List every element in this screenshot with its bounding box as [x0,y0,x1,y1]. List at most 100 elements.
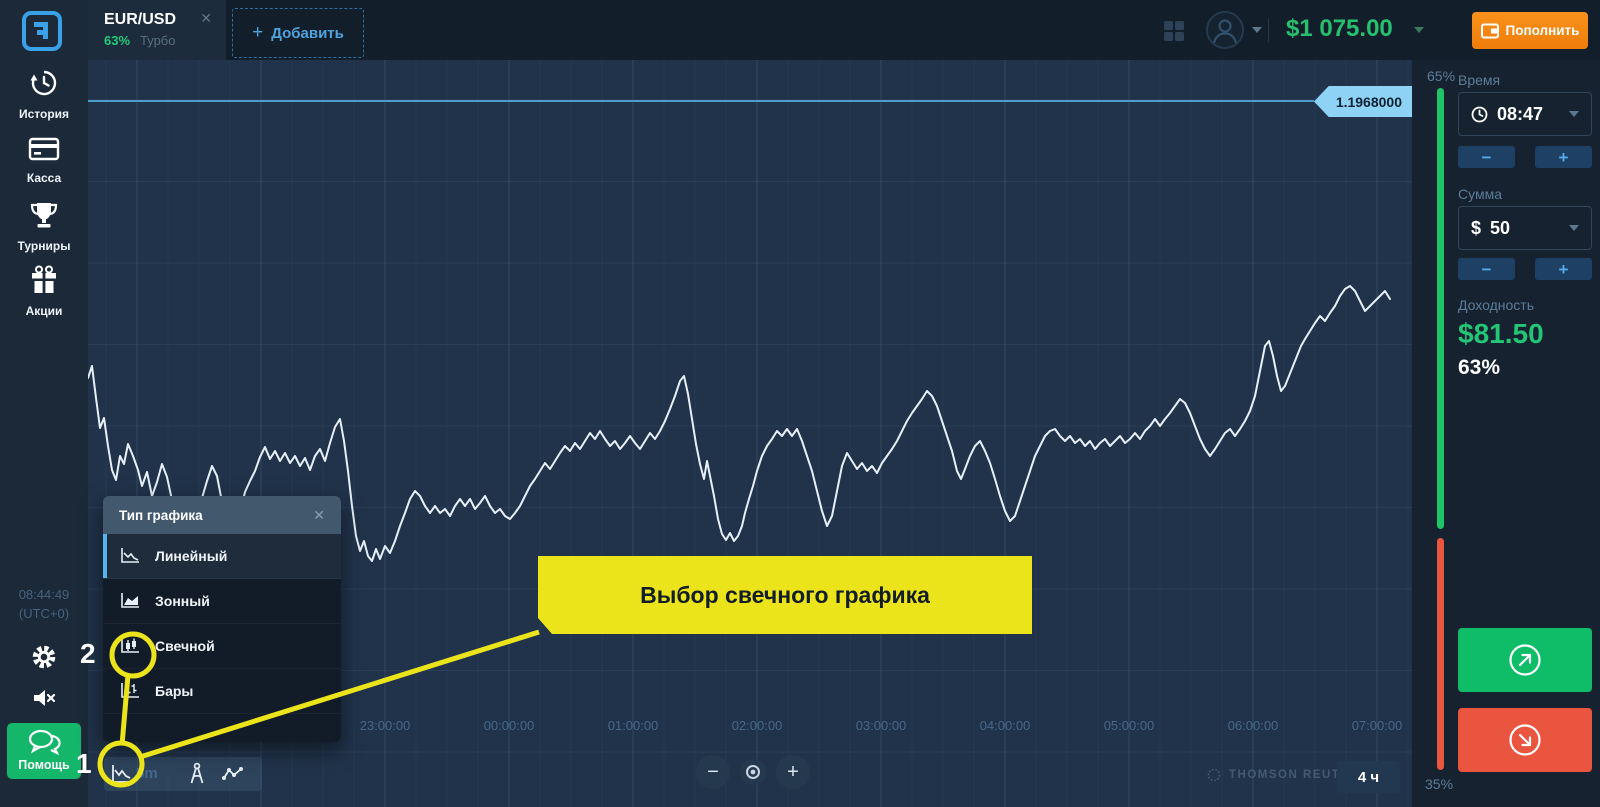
current-price-tag: 1.1968000 [1314,86,1412,117]
topbar-divider [1268,18,1269,42]
person-icon [1212,19,1238,44]
time-axis-label: 01:00:00 [607,718,659,733]
drawing-tools-icon[interactable] [188,762,206,790]
buy-down-button[interactable] [1458,708,1592,772]
chart-type-label: Зонный [155,593,210,609]
chevron-down-icon [1569,225,1579,231]
amount-field-label: Сумма [1458,186,1502,202]
chart-type-option-area[interactable]: Зонный [103,579,341,624]
gear-icon [32,645,56,669]
candlestick-chart-icon [121,638,139,653]
deposit-button[interactable]: Пополнить [1472,12,1588,49]
zoom-out-button[interactable]: − [696,755,730,789]
sidebar-item-tournaments[interactable]: Турниры [0,200,88,253]
zoom-reset-button[interactable] [740,759,766,785]
app-logo[interactable] [21,10,63,52]
amount-decrease-button[interactable]: − [1458,258,1515,280]
plus-icon: + [252,22,264,43]
thomson-reuters-watermark: THOMSON REUTERS [1207,768,1368,782]
add-asset-button[interactable]: + Добавить [232,8,364,58]
chart-type-option-candles[interactable]: Свечной [103,624,341,669]
current-price-value: 1.1968000 [1335,93,1402,110]
time-axis-label: 06:00:00 [1227,718,1279,733]
chart-type-popup: Тип графика ✕ Линейный Зонный [103,496,341,742]
mute-icon [34,690,56,706]
sentiment-gauge-up [1437,88,1444,529]
clock-time: 08:44:49 [18,587,70,602]
chart-type-option-line[interactable]: Линейный [103,534,341,579]
settings-button[interactable] [0,643,88,676]
chart-type-button[interactable] [110,763,134,790]
time-axis-label: 05:00:00 [1103,718,1155,733]
clock-icon [1471,106,1488,122]
time-axis-label: 07:00:00 [1351,718,1403,733]
wallet-icon [1480,23,1499,38]
apps-grid-icon[interactable] [1163,20,1185,42]
avatar-caret-icon[interactable] [1252,27,1262,33]
help-label: Помощь [18,758,70,772]
time-axis-label: 03:00:00 [855,718,907,733]
time-decrease-button[interactable]: − [1458,146,1515,168]
gift-icon [32,265,56,293]
sidebar-item-label: История [18,107,70,121]
tutorial-callout: Выбор свечного графика [538,556,1032,634]
amount-increase-button[interactable]: + [1535,258,1592,280]
history-icon [30,70,57,96]
sidebar-item-label: Турниры [17,239,71,253]
time-axis-label: 00:00:00 [483,718,535,733]
trade-panel: 65% 35% Время 08:47 − + Сумма $ 50 − + Д… [1412,60,1600,807]
time-axis-label: 02:00:00 [731,718,783,733]
trophy-icon [30,203,58,228]
payout-amount: $81.50 [1458,318,1544,349]
help-button[interactable]: Помощь [7,723,81,779]
time-increase-button[interactable]: + [1535,146,1592,168]
expiry-time-value: 08:47 [1497,103,1544,124]
amount-value: 50 [1490,217,1511,238]
payout-label: Доходность [1458,297,1534,313]
popup-title: Тип графика [119,507,203,523]
buy-up-button[interactable] [1458,628,1592,692]
line-chart-icon [121,548,139,563]
reuters-logo-icon [1207,768,1221,782]
chart-type-label: Бары [155,683,194,699]
candle-interval-button[interactable]: 4 ч [1337,761,1400,793]
server-clock: 08:44:49 (UTC+0) [0,585,88,623]
deposit-label: Пополнить [1505,23,1580,38]
sidebar-item-cashier[interactable]: Касса [0,136,88,185]
sentiment-gauge-down [1437,538,1444,770]
asset-symbol: EUR/USD [104,11,177,28]
avatar[interactable] [1206,11,1244,49]
area-chart-icon [121,593,139,608]
chat-icon [28,729,61,756]
indicators-icon[interactable] [222,766,244,786]
zoom-in-button[interactable]: + [776,755,810,789]
time-axis-label: 04:00:00 [979,718,1031,733]
tutorial-step-1: 1 [76,748,92,779]
mute-button[interactable] [0,688,88,713]
sidebar-item-label: Касса [26,171,62,185]
account-balance[interactable]: $1 075.00 [1286,15,1393,42]
asset-tab[interactable]: EUR/USD ✕ 63% Турбо [88,0,226,60]
tab-close-icon[interactable]: ✕ [200,10,212,26]
payout-percent: 63% [1458,356,1501,379]
bar-chart-icon [121,683,139,698]
credit-card-icon [28,137,60,161]
chevron-down-icon [1569,111,1579,117]
popup-close-icon[interactable]: ✕ [313,506,325,523]
balance-caret-icon[interactable] [1414,27,1424,33]
topbar: EUR/USD ✕ 63% Турбо + Добавить $1 07 [88,0,1600,60]
sentiment-down-percent: 35% [1425,776,1454,792]
tutorial-step-2: 2 [80,638,96,669]
sidebar: История Касса Турниры [0,0,88,807]
price-line-series [88,285,1391,562]
sidebar-item-history[interactable]: История [0,68,88,121]
sentiment-up-percent: 65% [1427,68,1456,84]
arrow-down-right-icon [1509,724,1541,756]
amount-input[interactable]: $ 50 [1458,206,1592,250]
sidebar-item-promotions[interactable]: Акции [0,264,88,318]
chart-type-label: Свечной [155,638,215,654]
expiry-time-input[interactable]: 08:47 [1458,92,1592,136]
chart-type-option-bars[interactable]: Бары [103,669,341,714]
time-field-label: Время [1458,72,1501,88]
